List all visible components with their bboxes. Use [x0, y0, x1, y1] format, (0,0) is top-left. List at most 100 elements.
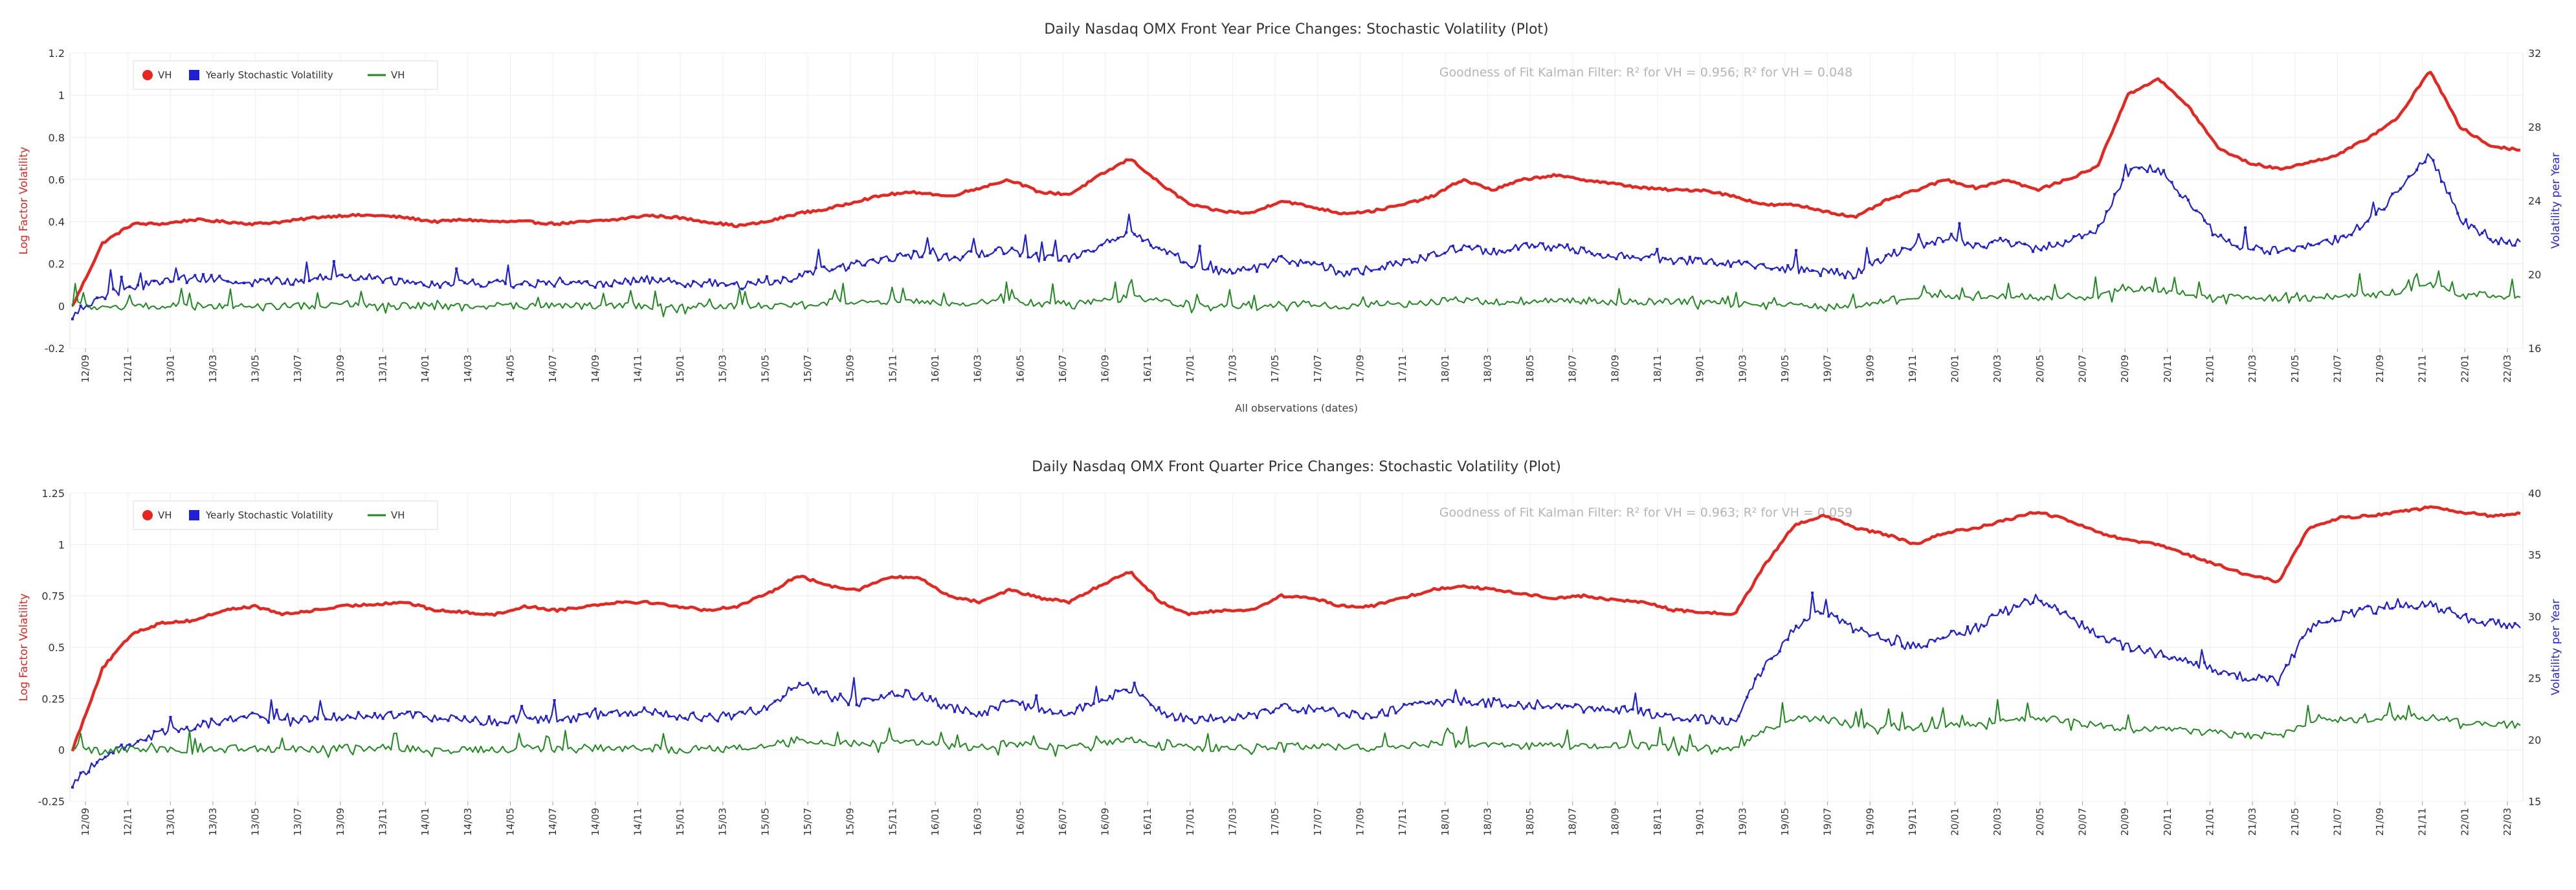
data-point	[757, 711, 761, 714]
data-point	[381, 717, 384, 720]
y-left-tick-label: 0.8	[49, 131, 65, 144]
data-point	[1933, 243, 1937, 246]
y-left-axis-label: Log Factor Volatility	[17, 147, 30, 255]
data-point	[1378, 711, 1381, 714]
data-point	[1019, 703, 1021, 706]
data-point	[1403, 703, 1406, 706]
x-tick-label: 17/01	[1184, 808, 1196, 836]
x-tick-label: 21/01	[2204, 808, 2215, 836]
data-point	[349, 716, 352, 719]
data-point	[577, 713, 581, 716]
x-tick-label: 19/05	[1779, 355, 1791, 383]
data-point	[275, 708, 278, 711]
data-point	[740, 287, 744, 291]
y-left-tick-label: 0.5	[49, 641, 65, 654]
data-point	[1263, 708, 1267, 711]
data-point	[1329, 263, 1332, 267]
data-point	[970, 250, 973, 253]
data-point	[2162, 169, 2165, 172]
data-point	[1256, 270, 1258, 273]
data-point	[618, 282, 621, 285]
data-point	[1599, 708, 1602, 711]
series-markers-yearly-stochastic-volatility	[71, 159, 2516, 320]
data-point	[104, 755, 107, 759]
data-point	[2007, 612, 2010, 616]
data-point	[553, 285, 556, 288]
data-point	[1214, 265, 1217, 269]
data-point	[1116, 236, 1120, 239]
data-point	[2391, 192, 2394, 195]
data-point	[1606, 708, 1610, 711]
data-point	[1493, 247, 1495, 250]
data-point	[2146, 649, 2149, 652]
x-tick-label: 21/03	[2247, 355, 2258, 383]
data-point	[185, 281, 188, 284]
data-point	[937, 704, 940, 707]
data-point	[1410, 703, 1414, 706]
data-point	[291, 283, 294, 286]
data-point	[357, 278, 360, 281]
data-point	[2007, 239, 2010, 243]
data-point	[1949, 630, 1953, 633]
x-tick-label: 20/03	[1992, 808, 2003, 836]
data-point	[1729, 265, 1732, 268]
data-point	[1541, 242, 1544, 245]
data-point	[1231, 272, 1234, 275]
data-point	[1942, 636, 1945, 640]
x-tick-label: 22/01	[2459, 808, 2471, 836]
y-right-tick-label: 25	[2528, 673, 2541, 685]
data-point	[169, 716, 172, 718]
x-tick-label: 13/03	[207, 355, 219, 383]
data-point	[2301, 636, 2304, 640]
x-tick-label: 15/09	[845, 355, 856, 383]
data-point	[300, 718, 303, 721]
data-point	[1092, 702, 1095, 705]
x-tick-label: 20/11	[2162, 808, 2173, 836]
data-point	[896, 694, 899, 697]
x-tick-label: 17/07	[1312, 355, 1324, 383]
data-point	[1353, 710, 1357, 713]
data-point	[937, 258, 940, 261]
data-point	[2162, 655, 2165, 658]
data-point	[1116, 689, 1120, 693]
data-point	[2276, 251, 2280, 254]
data-point	[1606, 254, 1610, 257]
data-point	[1558, 704, 1560, 707]
data-point	[2203, 219, 2206, 222]
data-point	[814, 687, 817, 691]
x-tick-label: 13/11	[377, 355, 389, 383]
data-point	[2023, 243, 2026, 245]
x-tick-label: 15/09	[845, 808, 856, 836]
x-tick-label: 17/05	[1269, 355, 1281, 383]
data-point	[806, 682, 809, 685]
x-tick-label: 20/01	[1949, 355, 1961, 383]
x-tick-label: 14/09	[590, 355, 601, 383]
data-point	[1990, 613, 1993, 616]
x-tick-label: 14/09	[590, 808, 601, 836]
data-point	[365, 715, 368, 718]
x-tick-label: 21/01	[2204, 355, 2215, 383]
data-point	[512, 286, 515, 289]
data-point	[201, 720, 205, 723]
data-point	[2179, 657, 2182, 660]
data-point	[1010, 247, 1014, 250]
x-tick-label: 14/11	[632, 355, 643, 383]
data-point	[2497, 242, 2500, 245]
data-point	[438, 286, 441, 289]
data-point	[2015, 605, 2018, 608]
data-point	[888, 692, 891, 695]
data-point	[1680, 718, 1683, 722]
data-point	[2423, 605, 2426, 608]
data-point	[798, 273, 801, 276]
x-tick-label: 16/05	[1014, 355, 1026, 383]
x-tick-label: 13/11	[377, 808, 389, 836]
data-point	[618, 714, 621, 717]
data-point	[790, 688, 793, 691]
data-point	[986, 713, 989, 716]
data-point	[773, 280, 777, 283]
data-point	[520, 705, 524, 708]
data-point	[1214, 717, 1217, 720]
data-point	[250, 711, 254, 715]
data-point	[1296, 264, 1300, 267]
data-point	[2497, 619, 2500, 622]
